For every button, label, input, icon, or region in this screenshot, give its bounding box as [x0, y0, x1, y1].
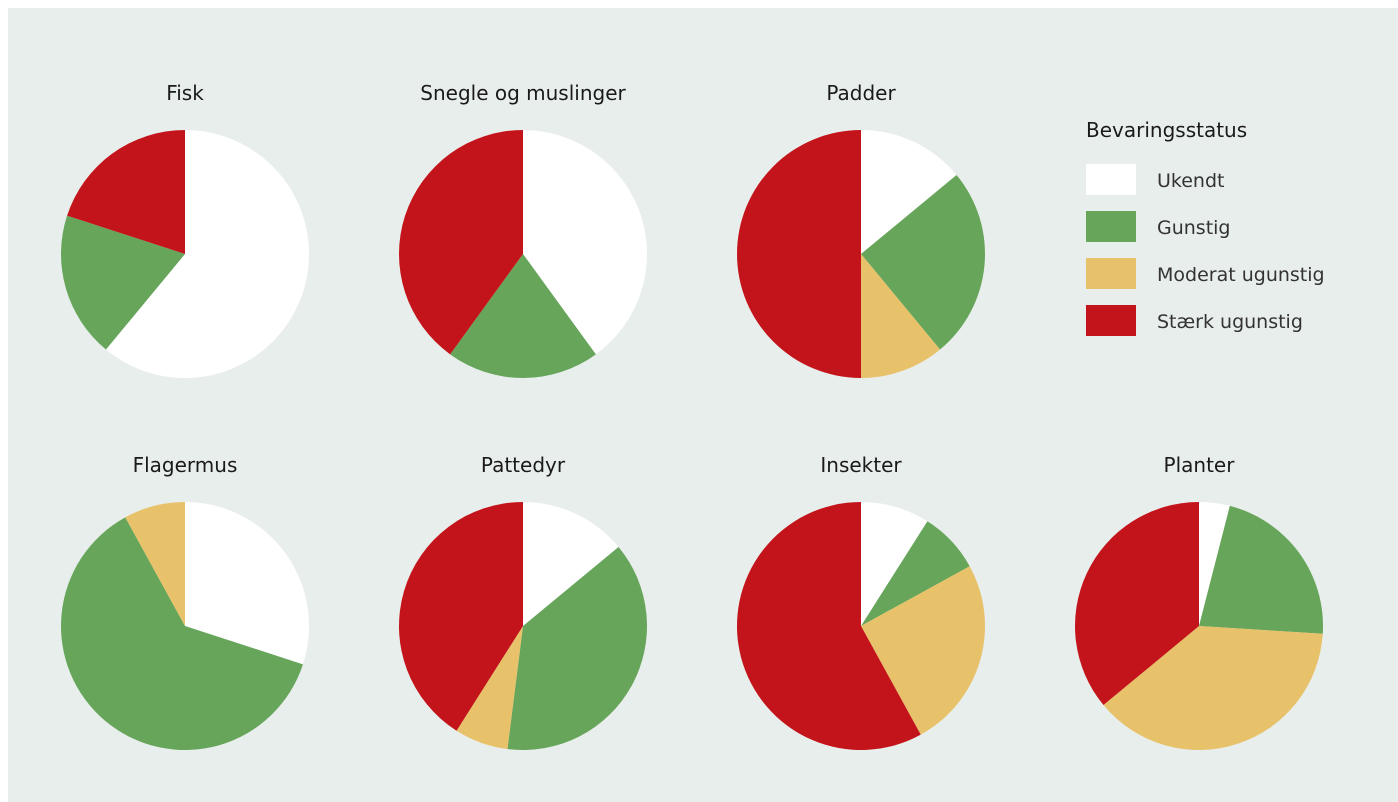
pie-slice-ukendt — [185, 502, 309, 665]
pie-title: Snegle og muslinger — [420, 81, 626, 105]
pie-flagermus: Flagermus — [60, 453, 309, 751]
pie-slice-moderat-ugunstig — [861, 566, 985, 735]
pie-fisk: Fisk — [61, 81, 310, 378]
pie-slice-ukendt — [861, 502, 928, 626]
pie-slice-stærk-ugunstig — [736, 501, 921, 750]
pie-title: Fisk — [166, 81, 204, 105]
pie-slice-ukendt — [861, 130, 957, 254]
pie-slice-ukendt — [523, 502, 619, 626]
pie-slice-ukendt — [523, 130, 648, 355]
pie-slice-ukendt — [105, 130, 310, 378]
pie-chart-grid: Fisk Snegle og muslinger Padder Flagermus Pa… — [60, 81, 1325, 751]
pie-snegle-og-muslinger: Snegle og muslinger — [398, 81, 648, 379]
pie-slice-stærk-ugunstig — [67, 130, 185, 254]
pie-slice-stærk-ugunstig — [398, 502, 523, 731]
pie-pattedyr: Pattedyr — [398, 453, 647, 750]
pie-title: Planter — [1164, 453, 1236, 477]
pie-slice-gunstig — [60, 517, 303, 751]
pie-slice-moderat-ugunstig — [125, 502, 185, 626]
pie-slice-moderat-ugunstig — [456, 626, 523, 750]
pie-slice-gunstig — [507, 546, 647, 750]
pie-title: Pattedyr — [481, 453, 566, 477]
legend-swatch-gunstig — [1086, 211, 1136, 242]
pie-padder: Padder — [737, 81, 985, 378]
chart-figure: Fisk Snegle og muslinger Padder Flagermus Pa… — [8, 8, 1398, 802]
pie-title: Insekter — [820, 453, 902, 477]
pie-slice-gunstig — [450, 254, 596, 379]
pie-title: Padder — [826, 81, 896, 105]
pie-slice-stærk-ugunstig — [737, 130, 861, 378]
pie-slice-ukendt — [1199, 502, 1230, 626]
pie-slice-gunstig — [1199, 505, 1324, 634]
pie-slice-stærk-ugunstig — [398, 130, 523, 355]
legend-label-gunstig: Gunstig — [1157, 217, 1231, 239]
legend: Bevaringsstatus Ukendt Gunstig Moderat ugu… — [1086, 118, 1325, 336]
pie-slice-moderat-ugunstig — [861, 254, 941, 378]
legend-label-stærk-ugunstig: Stærk ugunstig — [1157, 311, 1303, 333]
legend-label-ukendt: Ukendt — [1157, 170, 1224, 192]
pie-slice-gunstig — [61, 215, 186, 350]
legend-swatch-stærk-ugunstig — [1086, 305, 1136, 336]
pie-slice-moderat-ugunstig — [1103, 626, 1323, 751]
legend-label-moderat-ugunstig: Moderat ugunstig — [1157, 264, 1325, 286]
pie-slice-gunstig — [861, 521, 970, 626]
legend-swatch-moderat-ugunstig — [1086, 258, 1136, 289]
pie-slice-stærk-ugunstig — [1075, 502, 1199, 706]
legend-swatch-ukendt — [1086, 164, 1136, 195]
pie-title: Flagermus — [133, 453, 238, 477]
legend-title: Bevaringsstatus — [1086, 118, 1247, 142]
pie-insekter: Insekter — [736, 453, 985, 750]
pie-planter: Planter — [1075, 453, 1324, 751]
pie-slice-gunstig — [861, 174, 985, 350]
